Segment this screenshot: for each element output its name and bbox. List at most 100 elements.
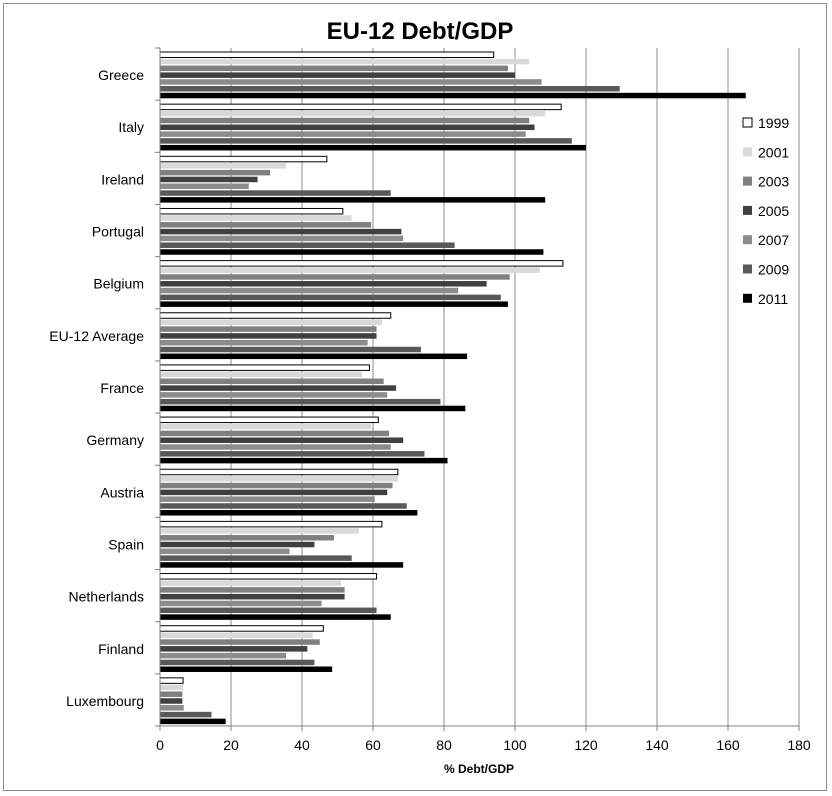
bar-ireland-2009: [160, 190, 391, 196]
bar-austria-2003: [160, 482, 393, 489]
bar-austria-2009: [160, 503, 407, 509]
legend: 1999 2001 2003 2005 2007 2009 2011: [742, 115, 789, 307]
category-label: Germany: [86, 432, 144, 448]
x-tick-label: 160: [716, 737, 740, 753]
bar-spain-1999: [159, 520, 383, 528]
bar-italy-2007: [160, 131, 526, 137]
bar-italy-2005: [160, 124, 535, 131]
bar-austria-2011: [160, 510, 418, 516]
bar-portugal-2003: [160, 222, 372, 228]
bar-spain-2005: [160, 541, 315, 548]
bar-germany-2003: [160, 430, 389, 437]
bar-italy-2001: [160, 110, 546, 117]
bar-eu-12-average-2003: [160, 326, 377, 332]
category-label: Italy: [118, 119, 144, 135]
x-tick-label: 20: [223, 737, 239, 753]
bar-france-2003: [160, 378, 384, 385]
legend-label-2007: 2007: [758, 232, 789, 248]
category-label: Ireland: [101, 171, 144, 187]
bar-spain-2003: [160, 534, 334, 541]
bar-netherlands-1999: [159, 573, 378, 580]
x-tick-label: 60: [365, 737, 381, 753]
legend-label-2005: 2005: [758, 203, 789, 219]
category-label: Netherlands: [69, 589, 145, 605]
legend-swatch-1999: [742, 117, 753, 128]
bar-france-2007: [160, 392, 388, 398]
bar-finland-2007: [160, 652, 287, 659]
bar-ireland-2003: [160, 169, 271, 176]
bar-portugal-2005: [160, 228, 402, 235]
bar-netherlands-2005: [160, 593, 345, 600]
bar-belgium-2011: [160, 301, 508, 307]
bar-belgium-1999: [159, 260, 564, 267]
bar-finland-2011: [160, 666, 333, 672]
legend-swatch-2011: [743, 293, 752, 303]
bar-ireland-2001: [160, 163, 287, 169]
bar-greece-1999: [159, 51, 495, 58]
bar-spain-2007: [160, 548, 290, 555]
bar-spain-2009: [160, 555, 352, 561]
bar-netherlands-2007: [160, 600, 322, 607]
x-axis-title: % Debt/GDP: [444, 762, 514, 776]
category-labels: Greece Italy Ireland Portugal Belgium EU-12 A…: [49, 67, 144, 709]
bar-netherlands-2011: [160, 614, 391, 620]
legend-label-1999: 1999: [758, 115, 789, 131]
bar-belgium-2007: [160, 287, 459, 294]
category-label: Austria: [100, 484, 144, 500]
category-label: Greece: [98, 67, 144, 83]
bar-belgium-2005: [160, 281, 487, 287]
bar-belgium-2001: [160, 267, 540, 273]
bar-finland-2001: [160, 632, 313, 638]
bar-ireland-2007: [160, 183, 249, 190]
bar-greece-2003: [160, 65, 508, 72]
chart-title: EU-12 Debt/GDP: [327, 18, 514, 45]
category-label: EU-12 Average: [49, 328, 144, 344]
bar-france-2011: [160, 405, 466, 412]
legend-swatch-2001: [743, 147, 752, 157]
legend-swatch-2007: [743, 235, 752, 245]
bar-portugal-1999: [159, 207, 344, 215]
bar-italy-2011: [160, 144, 586, 151]
bar-austria-1999: [159, 468, 399, 476]
bar-germany-2011: [160, 457, 448, 464]
bar-finland-1999: [159, 625, 324, 632]
bar-luxembourg-2003: [160, 691, 183, 697]
bar-italy-2009: [160, 138, 572, 144]
bar-greece-2001: [160, 58, 530, 65]
category-label: Belgium: [93, 276, 144, 292]
x-tick-label: 100: [503, 737, 527, 753]
legend-label-2009: 2009: [758, 262, 789, 278]
bar-ireland-2005: [160, 176, 258, 183]
legend-label-2001: 2001: [758, 144, 789, 160]
category-label: Spain: [108, 536, 144, 552]
bar-finland-2003: [160, 639, 320, 645]
bar-austria-2005: [160, 489, 388, 496]
bar-eu-12-average-2007: [160, 339, 368, 346]
bar-belgium-2009: [160, 294, 501, 301]
bar-greece-2009: [160, 86, 620, 92]
legend-swatch-2005: [743, 205, 752, 215]
bar-eu-12-average-2001: [160, 319, 382, 326]
x-tick-labels: 0 20 40 60 80 100 120 140 160 180: [156, 737, 811, 753]
x-tick-label: 0: [156, 737, 164, 753]
bar-eu-12-average-2009: [160, 346, 421, 353]
bar-spain-2011: [160, 562, 404, 568]
legend-swatch-2009: [743, 264, 752, 274]
bar-eu-12-average-2005: [160, 333, 377, 339]
bar-france-1999: [159, 364, 370, 371]
bar-ireland-2011: [160, 197, 546, 203]
bar-germany-2007: [160, 444, 391, 450]
bar-finland-2009: [160, 659, 315, 666]
category-label: Portugal: [92, 224, 144, 240]
category-label: France: [100, 380, 144, 396]
bar-finland-2005: [160, 646, 308, 652]
legend-swatch-2003: [743, 176, 752, 186]
bar-luxembourg-2011: [160, 718, 226, 725]
bar-luxembourg-2007: [160, 705, 184, 711]
bar-portugal-2001: [160, 215, 352, 221]
bar-eu-12-average-1999: [159, 312, 392, 319]
bar-france-2005: [160, 385, 397, 391]
bar-germany-2009: [160, 451, 425, 457]
bar-germany-2001: [160, 423, 372, 430]
